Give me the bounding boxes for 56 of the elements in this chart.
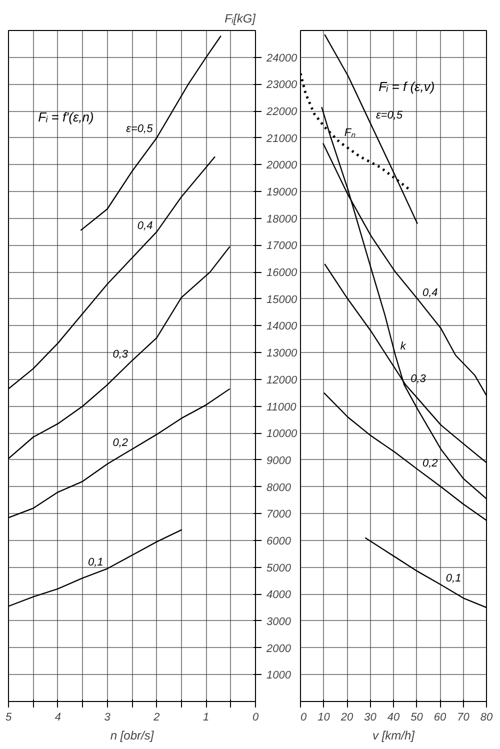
y-tick-label: 17000 (266, 240, 298, 252)
y-tick-label: 5000 (266, 562, 292, 574)
series-label: ε=0,5 (376, 109, 404, 122)
y-tick-label: 7000 (266, 508, 292, 521)
series-label: Fₙ (344, 126, 356, 139)
series-label: 0,4 (137, 220, 153, 232)
series-label: 0,3 (112, 348, 129, 361)
x-axis-title: v [km/h] (372, 728, 416, 742)
series-label: 0,3 (410, 372, 427, 385)
y-tick-label: 13000 (266, 348, 298, 360)
y-tick-label: 21000 (266, 132, 298, 145)
y-tick-label: 1000 (266, 670, 292, 682)
y-tick-label: 4000 (266, 589, 292, 602)
y-tick-label: 24000 (266, 52, 298, 64)
x-tick-label: 10 (318, 712, 331, 724)
x-tick-label: 5 (5, 712, 12, 724)
y-tick-label: 14000 (266, 320, 298, 333)
y-tick-label: 11000 (266, 401, 298, 414)
y-tick-label: 19000 (266, 186, 298, 199)
series-label: 0,1 (446, 572, 462, 585)
y-tick-label: 18000 (266, 213, 298, 226)
y-tick-label: 10000 (266, 428, 298, 440)
y-tick-label: 9000 (266, 454, 292, 467)
x-tick-label: 0 (252, 712, 260, 724)
x-tick-label: 30 (364, 712, 378, 724)
x-tick-label: 3 (104, 712, 112, 724)
x-tick-label: 70 (457, 712, 470, 724)
y-tick-label: 23000 (266, 79, 298, 92)
y-tick-label: 8000 (266, 482, 292, 494)
y-tick-label: 12000 (266, 374, 298, 386)
x-tick-label: 20 (340, 712, 354, 724)
y-axis-title: Fᵢ[kG] (224, 12, 256, 26)
x-axis-title: n [obr/s] (110, 728, 154, 742)
series-label: 0,2 (422, 457, 438, 470)
annotation: Fᵢ = f'(ε,n) (38, 109, 94, 124)
y-tick-label: 3000 (266, 616, 292, 628)
series-label: 0,1 (88, 556, 104, 569)
x-tick-label: 80 (480, 712, 494, 724)
y-tick-label: 16000 (266, 267, 298, 280)
x-tick-label: 50 (410, 712, 424, 724)
y-tick-label: 15000 (266, 294, 298, 306)
x-tick-label: 0 (300, 712, 308, 724)
series-label: 0,4 (422, 286, 438, 299)
series-label: k (400, 340, 406, 352)
series-label: ε=0,5 (126, 122, 154, 135)
y-tick-label: 22000 (266, 106, 298, 118)
y-tick-label: 6000 (266, 535, 292, 548)
y-tick-label: 20000 (266, 160, 298, 172)
x-tick-label: 4 (54, 712, 61, 724)
x-tick-label: 60 (434, 712, 447, 724)
series-label: 0,2 (112, 437, 128, 450)
y-tick-label: 2000 (266, 642, 292, 655)
annotation: Fᵢ = f (ε,v) (378, 79, 435, 94)
x-tick-label: 1 (203, 712, 210, 724)
x-tick-label: 40 (387, 712, 400, 724)
x-tick-label: 2 (152, 712, 160, 724)
